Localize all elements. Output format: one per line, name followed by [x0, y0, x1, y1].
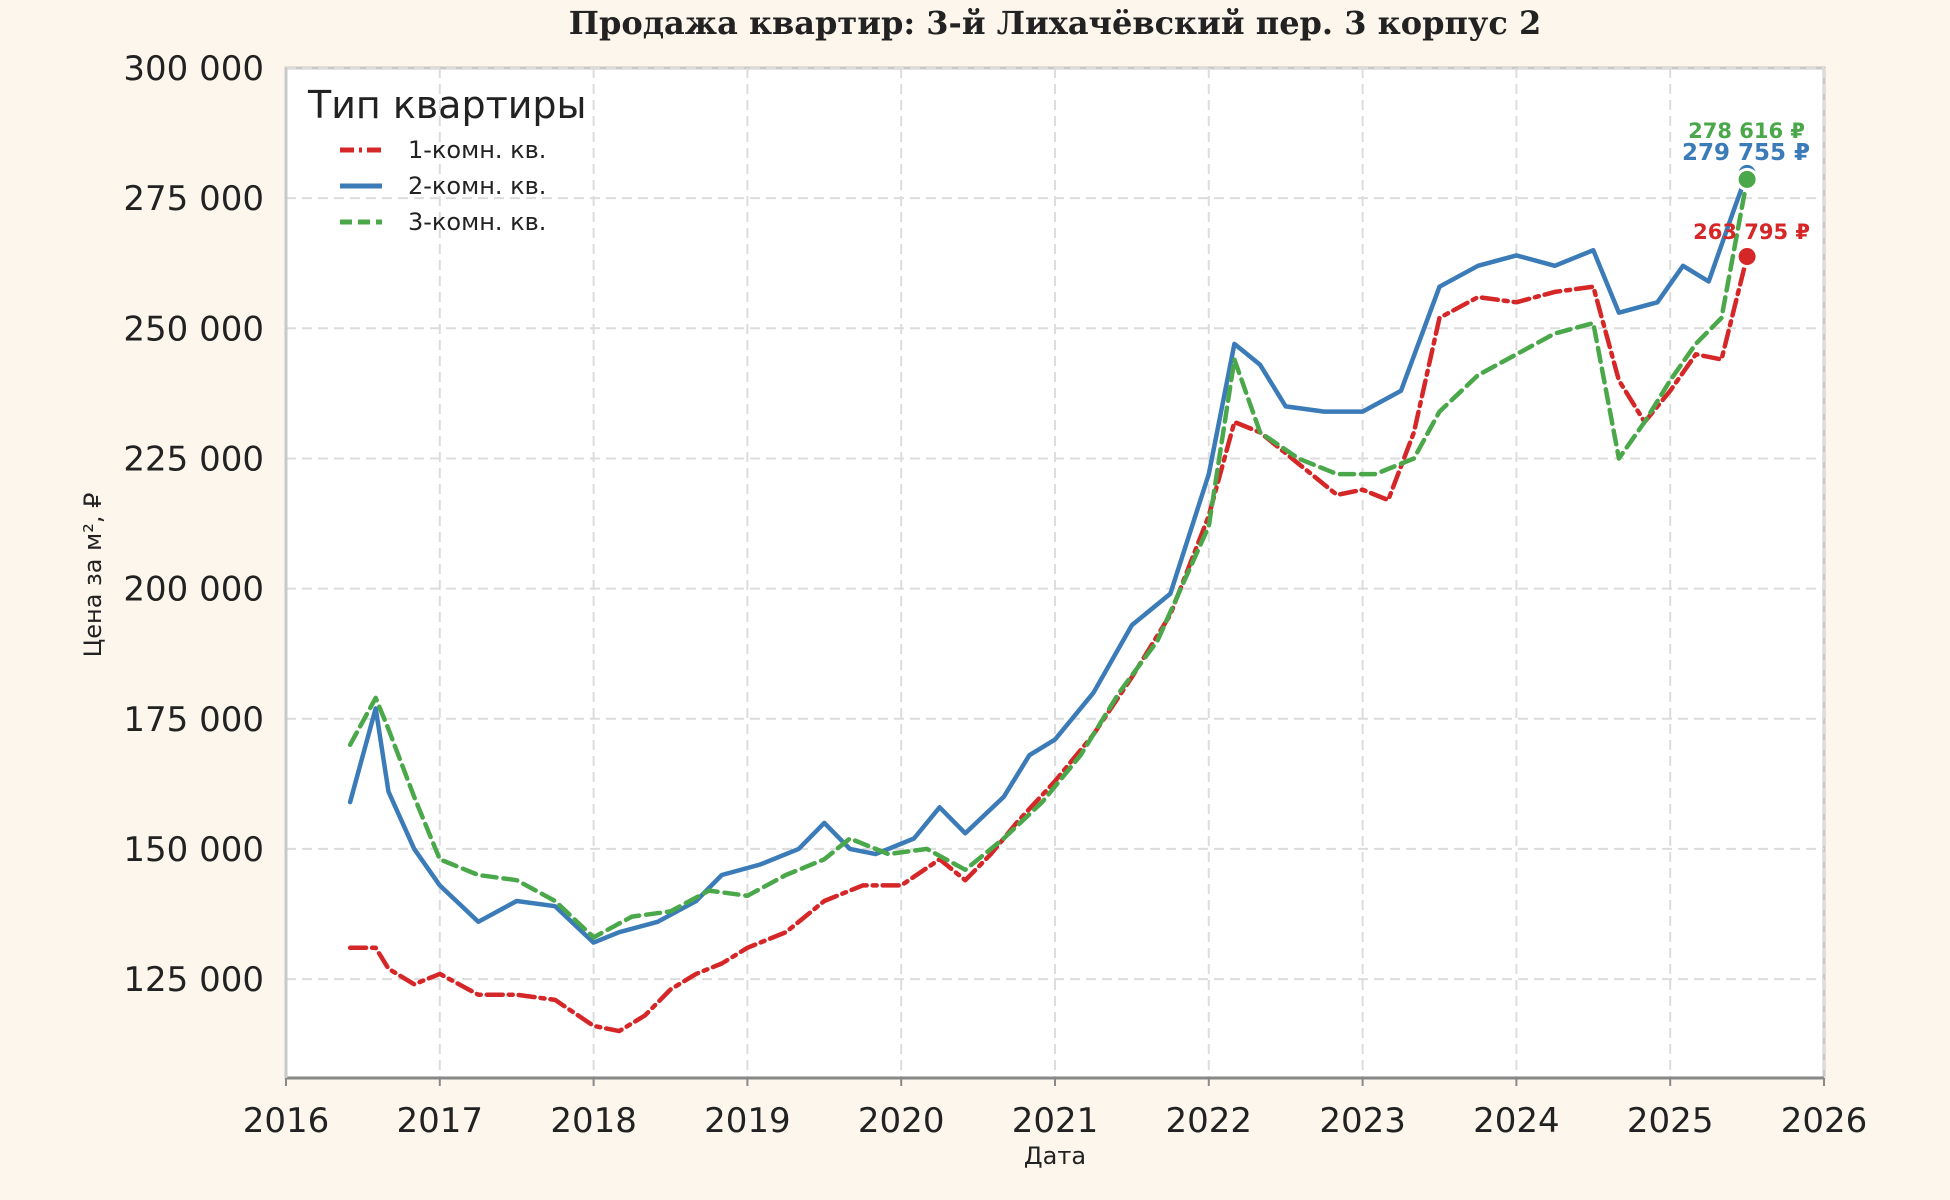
- grid: [285, 67, 1825, 1078]
- legend-label-2: 2-комн. кв.: [408, 172, 546, 200]
- x-tick-label-2023: 2023: [1319, 1101, 1406, 1141]
- legend-item-1: 1-комн. кв.: [340, 136, 546, 164]
- x-tick-label-2022: 2022: [1166, 1101, 1253, 1141]
- y-tick-label-150000: 150 000: [123, 830, 264, 870]
- legend-label-3: 3-комн. кв.: [408, 208, 546, 236]
- legend-title: Тип квартиры: [307, 83, 587, 127]
- x-tick-label-2021: 2021: [1012, 1101, 1099, 1141]
- end-label-2-room: 279 755 ₽: [1682, 140, 1810, 166]
- x-tick-label-2026: 2026: [1781, 1101, 1868, 1141]
- legend: Тип квартиры 1-комн. кв. 2-комн. кв. 3-к…: [307, 83, 587, 236]
- x-tick-label-2019: 2019: [704, 1101, 791, 1141]
- end-markers: [1735, 161, 1759, 268]
- legend-item-2: 2-комн. кв.: [340, 172, 546, 200]
- x-tick-label-2018: 2018: [550, 1101, 637, 1141]
- legend-label-1: 1-комн. кв.: [408, 136, 546, 164]
- y-tick-label-275000: 275 000: [123, 179, 264, 219]
- x-tick-label-2016: 2016: [243, 1101, 330, 1141]
- x-tick-label-2025: 2025: [1627, 1101, 1714, 1141]
- series-line-3-room: [347, 177, 1750, 940]
- y-axis-label: Цена за м², ₽: [79, 493, 107, 658]
- end-marker-1-room: [1735, 244, 1759, 268]
- y-tick-label-175000: 175 000: [123, 700, 264, 740]
- y-tick-label-200000: 200 000: [123, 570, 264, 610]
- y-tick-label-250000: 250 000: [123, 309, 264, 349]
- x-tick-label-2017: 2017: [397, 1101, 484, 1141]
- end-label-1-room: 263 795 ₽: [1693, 220, 1810, 244]
- chart-title: Продажа квартир: 3-й Лихачёвский пер. 3 …: [569, 4, 1541, 42]
- end-label-3-room: 278 616 ₽: [1688, 119, 1805, 143]
- series-line-2-room: [347, 171, 1750, 945]
- series-line-1-room: [347, 254, 1750, 1034]
- series-lines: [347, 171, 1750, 1034]
- legend-item-3: 3-комн. кв.: [340, 208, 546, 236]
- y-tick-label-225000: 225 000: [123, 439, 264, 479]
- y-tick-label-125000: 125 000: [123, 960, 264, 1000]
- x-ticks: 2016 2017 2018 2019 2020 2021 2022 2023 2024 2025…: [243, 1078, 1868, 1141]
- y-ticks: 125 000 150 000 175 000 200 000 225 000 250 0…: [123, 49, 264, 1000]
- end-marker-3-room: [1735, 167, 1759, 191]
- x-tick-label-2020: 2020: [858, 1101, 945, 1141]
- x-axis-label: Дата: [1024, 1142, 1086, 1170]
- y-tick-label-300000: 300 000: [123, 49, 264, 89]
- x-tick-label-2024: 2024: [1473, 1101, 1560, 1141]
